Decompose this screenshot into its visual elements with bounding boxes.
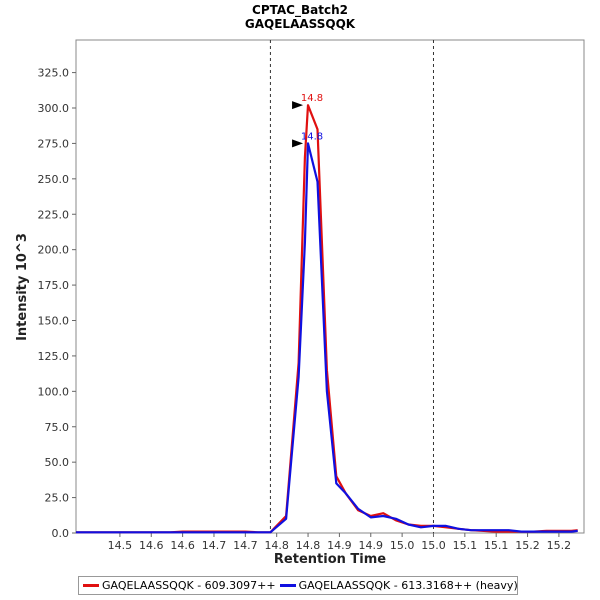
y-tick-label: 250.0 — [38, 173, 70, 186]
chart-title: CPTAC_Batch2 — [252, 3, 348, 18]
legend-item-heavy: GAQELAASSQQK - 613.3168++ (heavy) — [279, 579, 518, 592]
legend-swatch-light — [83, 584, 99, 587]
y-tick-label: 25.0 — [45, 492, 70, 505]
peak-label-0: 14.8 — [301, 93, 323, 104]
x-tick-label: 14.7 — [202, 539, 227, 552]
x-axis-label: Retention Time — [274, 552, 386, 567]
y-tick-label: 275.0 — [38, 137, 70, 150]
x-tick-label: 15.1 — [453, 539, 478, 552]
chart-subtitle: GAQELAASSQQK — [245, 17, 356, 31]
x-tick-label: 15.2 — [515, 539, 540, 552]
y-tick-label: 225.0 — [38, 208, 70, 221]
x-tick-label: 15.0 — [390, 539, 415, 552]
y-tick-label: 175.0 — [38, 279, 70, 292]
peak-boundaries — [269, 40, 434, 533]
y-axis-label: Intensity 10^3 — [15, 233, 30, 341]
legend-swatch-heavy — [279, 584, 296, 587]
x-axis: 14.5 14.6 14.6 14.7 14.7 14.8 14.8 14.9 14.9 15.0… — [108, 533, 572, 552]
series-lines — [76, 104, 578, 534]
x-tick-label: 15.0 — [421, 539, 446, 552]
y-tick-label: 325.0 — [38, 67, 70, 80]
x-tick-label: 15.1 — [484, 539, 509, 552]
peak-label-1: 14.8 — [301, 131, 323, 142]
y-tick-label: 150.0 — [38, 315, 70, 328]
y-tick-label: 300.0 — [38, 102, 70, 115]
y-tick-label: 50.0 — [45, 456, 70, 469]
legend-item-light: GAQELAASSQQK - 609.3097++ — [83, 579, 276, 592]
y-tick-label: 100.0 — [38, 385, 70, 398]
x-tick-label: 14.9 — [359, 539, 384, 552]
x-tick-label: 14.6 — [139, 539, 164, 552]
x-tick-label: 14.7 — [233, 539, 258, 552]
series-line-1 — [76, 142, 578, 534]
x-tick-label: 14.8 — [264, 539, 289, 552]
legend-label-light: GAQELAASSQQK - 609.3097++ — [102, 579, 276, 592]
y-tick-label: 200.0 — [38, 244, 70, 257]
x-tick-label: 14.9 — [327, 539, 352, 552]
x-tick-label: 15.2 — [547, 539, 572, 552]
x-tick-label: 14.8 — [296, 539, 321, 552]
peak-markers: 14.8 14.8 — [292, 93, 323, 148]
plot-area: 0.0 25.0 50.0 75.0 100.0 125.0 150.0 175.0 200.0… — [38, 39, 585, 552]
y-tick-label: 75.0 — [45, 421, 70, 434]
y-tick-label: 0.0 — [52, 527, 70, 540]
y-axis: 0.0 25.0 50.0 75.0 100.0 125.0 150.0 175.0 200.0… — [38, 67, 76, 540]
legend-label-heavy: GAQELAASSQQK - 613.3168++ (heavy) — [298, 579, 518, 592]
y-tick-label: 125.0 — [38, 350, 70, 363]
x-tick-label: 14.5 — [108, 539, 133, 552]
peak-marker-1 — [292, 139, 304, 148]
x-tick-label: 14.6 — [170, 539, 195, 552]
plot-frame — [75, 39, 585, 534]
peak-marker-0 — [292, 101, 304, 110]
legend: GAQELAASSQQK - 609.3097++ GAQELAASSQQK -… — [78, 576, 518, 595]
